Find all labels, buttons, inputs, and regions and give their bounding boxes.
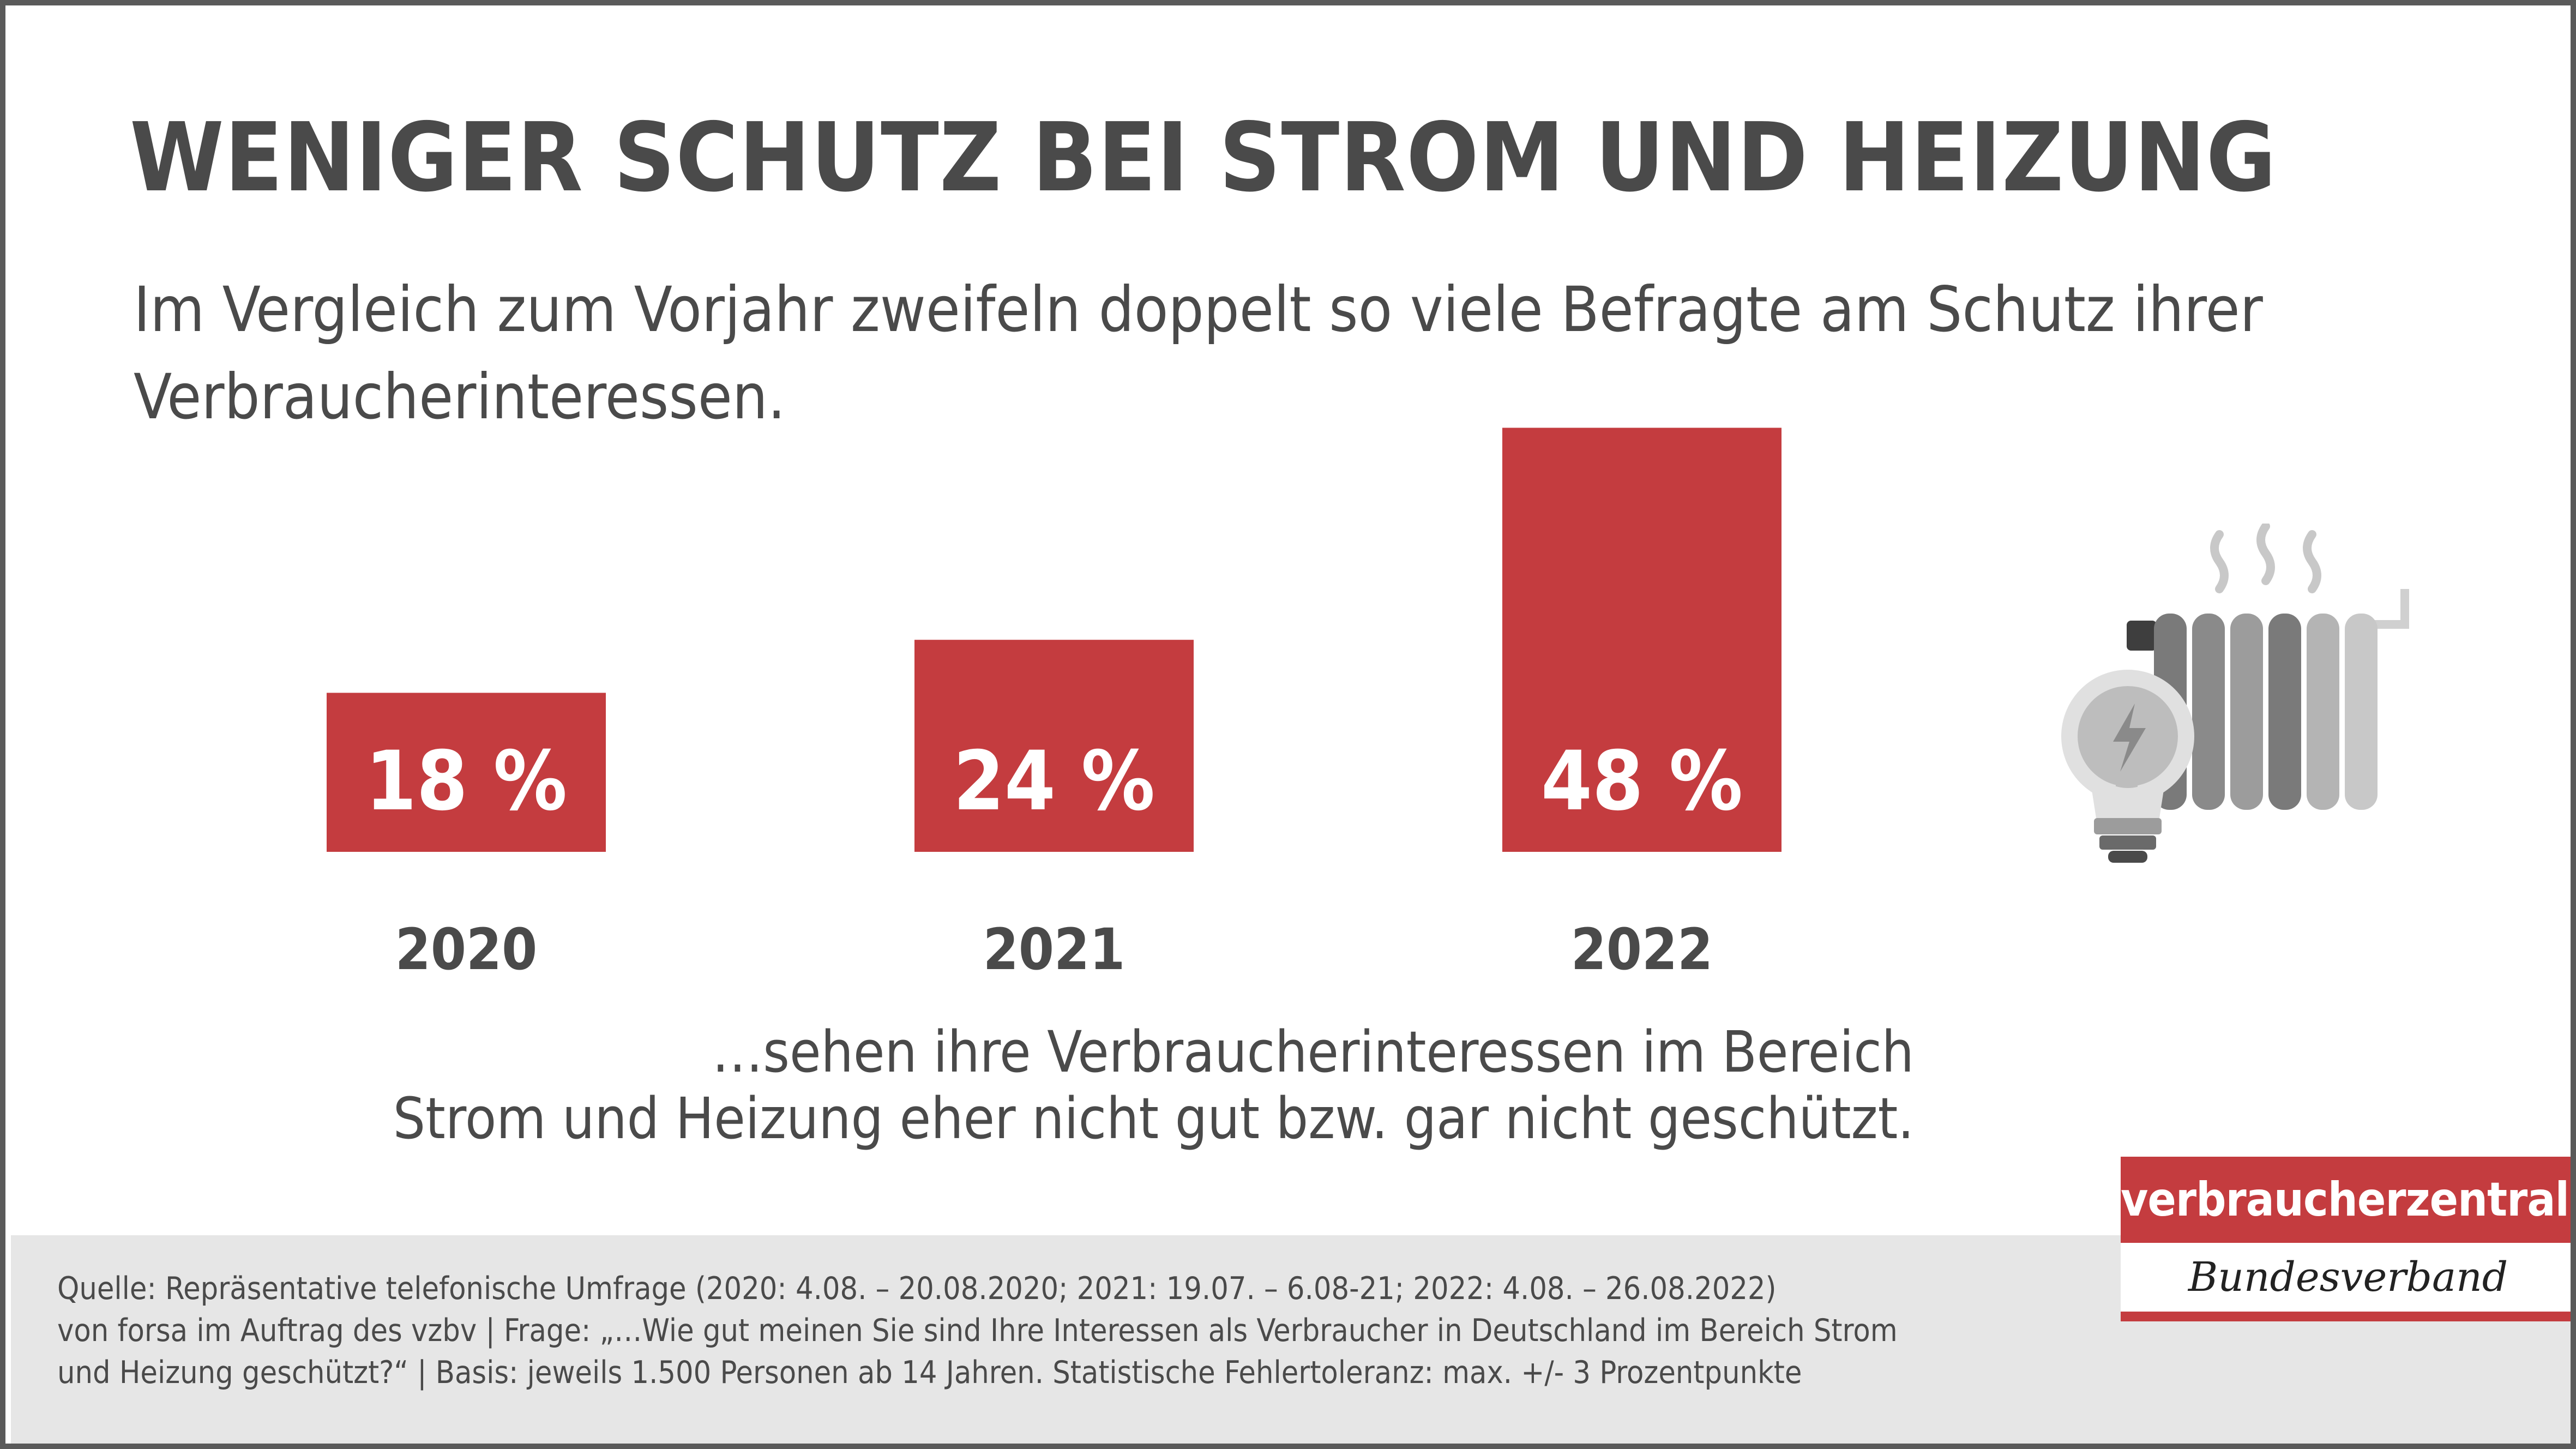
bar-2021 — [914, 640, 1194, 852]
bar-value-label-2021: 24 % — [953, 734, 1155, 829]
logo-subline: Bundesverband — [2121, 1243, 2571, 1312]
caption-line-1: …sehen ihre Verbraucherinteressen im Ber… — [712, 1019, 1914, 1085]
bar-2022 — [1502, 428, 1781, 852]
category-label-2020: 2020 — [395, 916, 537, 983]
logo-underline — [2121, 1312, 2571, 1321]
category-label-2021: 2021 — [983, 916, 1125, 983]
page-subtitle: Im Vergleich zum Vorjahr zweifeln doppel… — [134, 273, 2263, 433]
source-line-1: Quelle: Repräsentative telefonische Umfr… — [57, 1271, 1777, 1307]
caption-line-2: Strom und Heizung eher nicht gut bzw. ga… — [393, 1085, 1914, 1152]
category-label-2022: 2022 — [1571, 916, 1713, 983]
source-line-2: von forsa im Auftrag des vzbv | Frage: „… — [57, 1313, 1898, 1349]
bar-value-label-2020: 18 % — [365, 734, 567, 829]
source-note: Quelle: Repräsentative telefonische Umfr… — [57, 1268, 2075, 1394]
vzbv-logo: verbraucherzentrale Bundesverband — [2121, 1157, 2571, 1322]
logo-wordmark: verbraucherzentrale — [2121, 1157, 2571, 1243]
chart-caption: …sehen ihre Verbraucherinteressen im Ber… — [278, 1019, 1914, 1152]
radiator-lightbulb-icon — [2061, 524, 2409, 863]
bar-chart: 18 % 2020 24 % 2021 48 % 2022 — [327, 428, 1781, 983]
source-line-3: und Heizung geschützt?“ | Basis: jeweils… — [57, 1355, 1802, 1391]
page-title: WENIGER SCHUTZ BEI STROM UND HEIZUNG — [130, 103, 2277, 213]
bar-value-label-2022: 48 % — [1541, 734, 1743, 829]
bar-2020 — [327, 693, 606, 852]
